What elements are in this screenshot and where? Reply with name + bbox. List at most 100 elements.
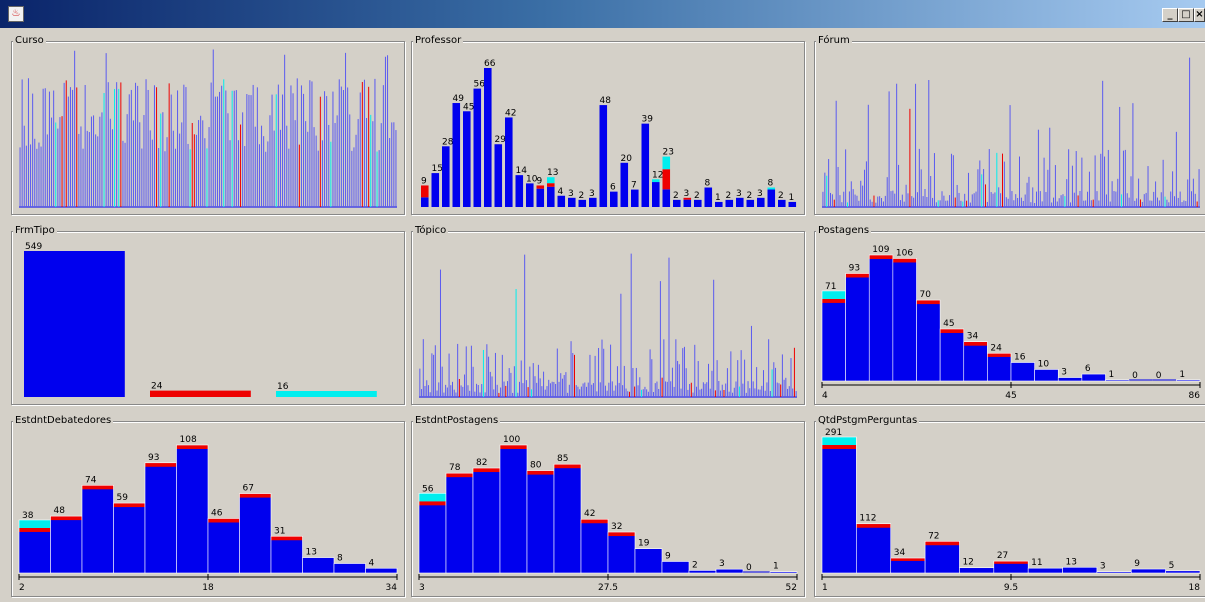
histogram-bin (662, 561, 689, 573)
data-label: 549 (25, 242, 42, 252)
bin-segment-cyan (822, 290, 846, 299)
data-label: 0 (746, 563, 752, 573)
bar (641, 123, 650, 207)
histogram-bin (176, 445, 208, 573)
data-label: 4 (558, 187, 564, 197)
chart-title: Professor (413, 34, 464, 48)
data-label: 16 (1014, 353, 1026, 363)
bar (620, 162, 629, 207)
histogram-bin (608, 532, 635, 573)
x-tick-label: 45 (1005, 391, 1016, 401)
histogram-bin (82, 485, 114, 573)
histogram-bin (845, 273, 870, 381)
histogram-bin (940, 328, 964, 381)
bin-segment-red (940, 328, 964, 333)
data-label: 45 (943, 319, 954, 329)
data-label: 2 (694, 191, 700, 201)
x-tick-label: 18 (1189, 583, 1201, 593)
maximize-button[interactable]: □ (1178, 8, 1194, 22)
data-label: 48 (600, 96, 612, 106)
data-label: 46 (211, 508, 223, 518)
data-label: 9 (537, 176, 543, 186)
bin-segment-red (554, 464, 581, 469)
data-label: 93 (148, 453, 159, 463)
window-titlebar[interactable]: ♨ _ □ × (0, 0, 1205, 28)
data-label: 23 (663, 148, 674, 158)
close-button[interactable]: × (1194, 8, 1205, 22)
data-label: 12 (652, 170, 663, 180)
data-label: 2 (692, 560, 698, 570)
chart-svg (419, 253, 797, 398)
data-label: 38 (22, 511, 34, 521)
data-label: 5 (1169, 561, 1175, 571)
histogram-bin (689, 570, 716, 573)
data-label: 7 (631, 181, 637, 191)
panel-border (11, 231, 405, 405)
histogram-bin (500, 445, 527, 573)
histogram-bin (1011, 362, 1035, 381)
panel-border (411, 231, 805, 405)
chart-svg (822, 57, 1200, 208)
histogram-bin (239, 493, 271, 573)
data-label: 24 (151, 382, 163, 392)
chart-title: EstdntPostagens (413, 414, 501, 428)
data-label: 66 (484, 59, 496, 69)
minimize-button[interactable]: _ (1162, 8, 1178, 22)
data-label: 32 (611, 522, 622, 532)
data-label: 48 (54, 506, 66, 516)
bin-segment-red (987, 353, 1011, 357)
histogram-bin (208, 518, 240, 573)
histogram-bin (987, 353, 1011, 381)
bar (505, 117, 513, 207)
bin-segment-red (239, 493, 271, 498)
data-label: 2 (579, 191, 585, 201)
x-tick-label: 9.5 (1004, 583, 1018, 593)
chart-panel-t-pico: Tópico (407, 223, 809, 409)
data-label: 19 (638, 539, 650, 549)
data-label: 13 (306, 548, 317, 558)
bar (463, 111, 471, 207)
data-label: 1 (789, 193, 795, 203)
data-label: 93 (849, 263, 860, 273)
bar (578, 199, 587, 207)
bar (150, 390, 251, 397)
bar (694, 199, 702, 207)
data-label: 3 (684, 189, 690, 199)
java-app-icon: ♨ (8, 6, 24, 22)
data-label: 6 (1085, 364, 1091, 374)
bin-outline (239, 493, 272, 574)
data-label: 16 (277, 382, 289, 392)
data-label: 0 (1156, 371, 1162, 381)
data-label: 39 (642, 115, 654, 125)
chart-svg: 56 78 82 100 80 85 42 32 19 9 2 3 0 1 3 27.5 52 (418, 435, 798, 593)
chart-svg: 38 48 74 59 93 108 46 67 31 13 8 4 2 18 34 (18, 435, 398, 593)
data-label: 72 (928, 531, 939, 541)
bar (631, 189, 639, 207)
data-label: 42 (505, 108, 516, 118)
histogram-bin (419, 501, 446, 573)
bar-segment-cyan (547, 177, 555, 184)
bar (589, 197, 597, 207)
histogram-bin (1034, 369, 1059, 381)
chart-panel-professor: Professor 9 15 28 49 45 56 66 29 42 14 10 9 13 4 3 2 3 48 6… (407, 33, 809, 219)
data-label: 28 (442, 137, 454, 147)
data-label: 27 (997, 551, 1008, 561)
data-label: 8 (337, 554, 343, 564)
bin-outline (821, 436, 857, 574)
bin-outline (365, 567, 398, 574)
bar (767, 189, 776, 207)
histogram-bin (890, 558, 926, 573)
bin-outline (1062, 566, 1098, 574)
data-label: 108 (180, 435, 197, 445)
data-label: 34 (894, 548, 906, 558)
data-label: 4 (369, 558, 375, 568)
histogram-bin (993, 561, 1029, 573)
data-label: 24 (990, 343, 1002, 353)
bin-outline (1165, 570, 1201, 574)
histogram-bin (365, 568, 397, 573)
data-label: 291 (825, 428, 842, 438)
bin-segment-red (916, 300, 941, 305)
histogram-bin (271, 536, 303, 573)
bin-segment-red (145, 462, 177, 467)
bar (276, 391, 377, 397)
